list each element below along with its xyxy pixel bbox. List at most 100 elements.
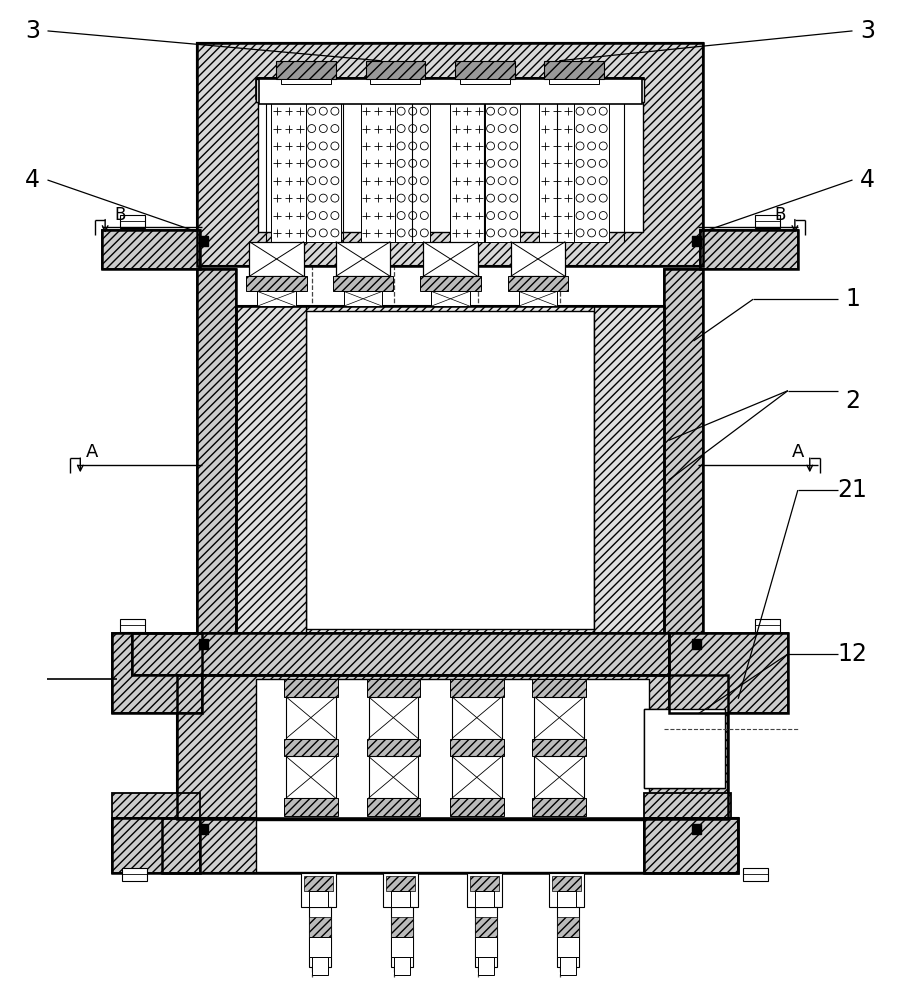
Bar xyxy=(450,739,504,756)
Bar xyxy=(475,937,497,957)
Bar xyxy=(306,311,594,629)
Text: 12: 12 xyxy=(838,642,868,666)
Bar xyxy=(452,756,501,798)
Bar xyxy=(594,306,663,634)
Text: 4: 4 xyxy=(860,168,875,192)
Bar xyxy=(309,891,328,907)
Bar xyxy=(281,79,330,84)
Bar xyxy=(452,697,501,739)
Text: 2: 2 xyxy=(845,389,860,413)
Bar xyxy=(549,873,584,907)
Bar xyxy=(112,818,200,873)
Bar xyxy=(196,43,704,78)
Bar xyxy=(256,79,644,102)
Text: B: B xyxy=(774,206,786,224)
Bar xyxy=(386,876,415,891)
Bar xyxy=(162,818,738,873)
Bar xyxy=(557,917,580,937)
Bar xyxy=(284,798,338,816)
Bar xyxy=(557,891,576,907)
Bar xyxy=(237,306,663,634)
Bar xyxy=(557,937,580,957)
Text: 3: 3 xyxy=(25,19,40,43)
Text: 3: 3 xyxy=(860,19,875,43)
Bar xyxy=(366,798,420,816)
Text: A: A xyxy=(792,443,804,461)
Bar xyxy=(755,215,780,228)
Bar xyxy=(535,697,584,739)
Bar xyxy=(256,78,644,99)
Bar xyxy=(508,276,568,291)
Bar xyxy=(344,291,382,306)
Bar xyxy=(549,79,599,84)
Bar xyxy=(431,291,470,306)
Bar xyxy=(336,242,391,276)
Bar xyxy=(485,102,519,242)
Bar xyxy=(371,79,420,84)
Bar xyxy=(700,230,797,269)
Bar xyxy=(455,61,515,79)
Bar xyxy=(470,876,499,891)
Bar xyxy=(162,818,738,873)
Bar xyxy=(663,269,704,637)
Bar xyxy=(103,230,200,269)
Bar xyxy=(237,306,306,634)
Bar xyxy=(366,679,420,697)
Bar xyxy=(644,818,738,873)
Text: 4: 4 xyxy=(25,168,40,192)
Bar xyxy=(644,709,725,788)
Bar xyxy=(423,242,478,276)
Bar xyxy=(467,873,501,907)
Bar xyxy=(368,756,418,798)
Bar xyxy=(644,818,738,873)
Bar xyxy=(256,679,649,818)
Bar xyxy=(663,269,704,637)
Bar xyxy=(271,102,306,242)
Bar xyxy=(366,739,420,756)
Bar xyxy=(450,679,504,697)
Bar xyxy=(199,639,209,649)
Bar xyxy=(309,907,330,967)
Bar xyxy=(122,868,147,881)
Bar xyxy=(112,633,202,713)
Bar xyxy=(755,619,780,632)
Bar xyxy=(475,917,497,937)
Bar xyxy=(132,633,669,675)
Bar xyxy=(286,756,336,798)
Bar xyxy=(196,43,704,266)
Bar xyxy=(691,236,701,246)
Bar xyxy=(557,907,580,967)
Bar xyxy=(333,276,393,291)
Bar xyxy=(430,78,643,102)
Bar xyxy=(196,269,237,637)
Bar xyxy=(383,873,418,907)
Bar xyxy=(392,907,413,967)
Bar xyxy=(120,215,145,228)
Bar xyxy=(304,876,333,891)
Bar xyxy=(518,291,557,306)
Text: A: A xyxy=(86,443,98,461)
Bar xyxy=(535,756,584,798)
Bar xyxy=(176,675,728,819)
Bar xyxy=(450,798,504,816)
Bar xyxy=(475,891,494,907)
Bar xyxy=(301,873,336,907)
Bar xyxy=(644,793,732,858)
Bar xyxy=(112,818,200,873)
Bar xyxy=(450,102,485,242)
Bar xyxy=(420,276,481,291)
Bar xyxy=(132,633,669,675)
Bar xyxy=(237,306,663,634)
Bar xyxy=(392,891,410,907)
Text: 21: 21 xyxy=(838,478,868,502)
Bar xyxy=(743,868,768,881)
Bar xyxy=(539,102,574,242)
Bar xyxy=(574,102,609,242)
Text: 1: 1 xyxy=(845,287,859,311)
Bar xyxy=(475,907,497,967)
Bar xyxy=(460,79,509,84)
Bar xyxy=(286,697,336,739)
Bar xyxy=(533,739,586,756)
Bar xyxy=(176,675,728,819)
Bar xyxy=(196,43,704,266)
